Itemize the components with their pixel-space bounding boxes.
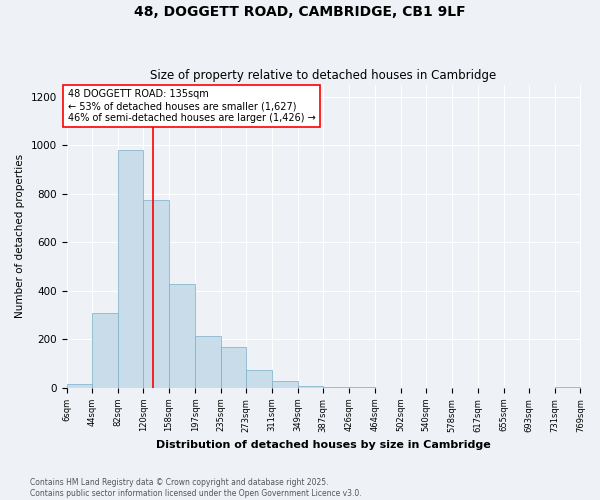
Bar [143, 200, 169, 388]
Bar [195, 336, 221, 388]
Text: 48, DOGGETT ROAD, CAMBRIDGE, CB1 9LF: 48, DOGGETT ROAD, CAMBRIDGE, CB1 9LF [134, 5, 466, 19]
Bar [555, 386, 580, 388]
Bar [272, 380, 298, 388]
Bar [67, 384, 92, 388]
Text: 48 DOGGETT ROAD: 135sqm
← 53% of detached houses are smaller (1,627)
46% of semi: 48 DOGGETT ROAD: 135sqm ← 53% of detache… [68, 90, 316, 122]
Text: Contains HM Land Registry data © Crown copyright and database right 2025.
Contai: Contains HM Land Registry data © Crown c… [30, 478, 362, 498]
Bar [298, 386, 323, 388]
Bar [118, 150, 143, 388]
Bar [247, 370, 272, 388]
Bar [169, 284, 195, 388]
Bar [92, 312, 118, 388]
Title: Size of property relative to detached houses in Cambridge: Size of property relative to detached ho… [151, 69, 497, 82]
X-axis label: Distribution of detached houses by size in Cambridge: Distribution of detached houses by size … [156, 440, 491, 450]
Bar [323, 386, 349, 388]
Bar [221, 346, 247, 388]
Y-axis label: Number of detached properties: Number of detached properties [15, 154, 25, 318]
